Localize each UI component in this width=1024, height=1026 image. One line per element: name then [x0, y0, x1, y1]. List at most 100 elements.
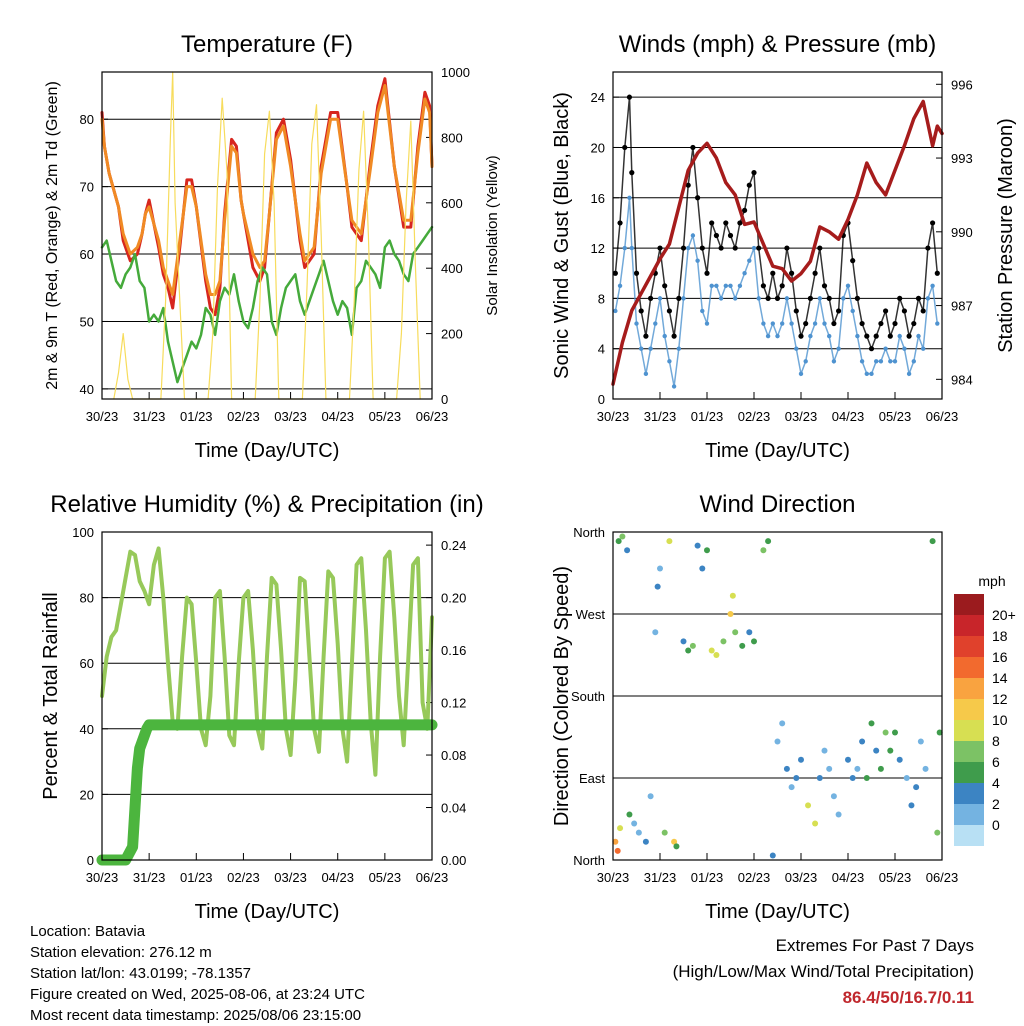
- wind-direction-legend-swatch: [954, 657, 984, 678]
- wind-direction-point: [917, 738, 924, 745]
- humidity-xtick-label: 31/23: [133, 870, 166, 885]
- wind-direction-xlabel: Time (Day/UTC): [705, 901, 850, 923]
- station-info: Location: Batavia Station elevation: 276…: [30, 921, 365, 1026]
- wind-direction-point: [615, 538, 622, 545]
- wind-direction-legend-swatch: [954, 825, 984, 846]
- winds-xtick-label: 03/23: [785, 409, 818, 424]
- winds-ytick-label: 0: [598, 392, 605, 407]
- winds-ytick-label: 4: [598, 342, 605, 357]
- wind-direction-legend-label: 10: [992, 712, 1008, 728]
- wind-direction-xtick-label: 01/23: [691, 870, 724, 885]
- humidity-xtick-label: 05/23: [369, 870, 402, 885]
- wind-direction-legend-label: 8: [992, 733, 1000, 749]
- temperature-ytick-label: 50: [80, 314, 94, 329]
- wind-direction-point: [713, 652, 720, 658]
- wind-direction-point: [685, 647, 692, 654]
- humidity-ytick-right-label: 0.08: [441, 748, 466, 763]
- wind-direction-point: [816, 775, 823, 781]
- wind-direction-point: [699, 565, 706, 572]
- winds-xtick-label: 02/23: [738, 409, 771, 424]
- wind-direction-point: [929, 538, 936, 545]
- wind-direction-point: [624, 547, 631, 554]
- wind-direction-point: [673, 843, 680, 850]
- wind-direction-legend-label: 6: [992, 754, 1000, 770]
- wind-direction-legend-label: 20+: [992, 607, 1016, 623]
- wind-direction-point: [619, 533, 626, 540]
- wind-direction-title: Wind Direction: [699, 491, 855, 518]
- temperature-xtick-label: 06/23: [416, 409, 449, 424]
- wind-direction-point: [849, 775, 856, 781]
- wind-direction-point: [863, 775, 870, 781]
- winds-gust-point: [612, 270, 618, 276]
- winds-gust-point: [934, 270, 940, 276]
- wind-direction-point: [892, 729, 898, 736]
- wind-direction-legend-swatch: [954, 741, 984, 762]
- temperature-ytick-right-label: 400: [441, 261, 463, 276]
- wind-direction-point: [854, 765, 861, 772]
- wind-direction-point: [922, 765, 929, 772]
- temperature-ylabel: 2m & 9m T (Red, Orange) & 2m Td (Green): [44, 81, 61, 390]
- wind-direction-point: [694, 542, 701, 549]
- wind-direction-legend-swatch: [954, 762, 984, 783]
- wind-direction-point: [635, 829, 642, 836]
- winds-wind-point: [935, 321, 940, 326]
- wind-direction-point: [654, 583, 661, 590]
- wind-direction-point: [830, 793, 837, 800]
- humidity-xtick-label: 06/23: [416, 870, 449, 885]
- temperature-xtick-label: 04/23: [321, 409, 354, 424]
- wind-direction-ytick-label: East: [579, 771, 605, 786]
- wind-direction-point: [887, 747, 894, 754]
- winds-ylabel-right: Station Pressure (Maroon): [995, 118, 1017, 353]
- wind-direction-point: [868, 720, 875, 727]
- wind-direction-point: [626, 811, 633, 818]
- winds-pressure-line: [611, 99, 944, 386]
- winds-xtick-label: 06/23: [926, 409, 959, 424]
- wind-direction-point: [805, 802, 812, 809]
- wind-direction-point: [727, 611, 734, 617]
- extremes-title: Extremes For Past 7 Days: [775, 936, 974, 955]
- wind-direction-point: [821, 747, 828, 754]
- temperature-temp_9m-line: [100, 84, 434, 296]
- wind-direction-point: [826, 765, 833, 772]
- temperature-ytick-right-label: 200: [441, 327, 463, 342]
- temperature-xtick-label: 05/23: [369, 409, 402, 424]
- humidity-ylabel: Percent & Total Rainfall: [40, 592, 62, 800]
- wind-direction-legend-label: 0: [992, 817, 1000, 833]
- winds-ytick-right-label: 993: [951, 151, 973, 166]
- wind-direction-point: [729, 592, 736, 599]
- wind-direction-point: [652, 629, 659, 636]
- humidity-ytick-right-label: 0.24: [441, 538, 466, 553]
- wind-direction-point: [936, 729, 943, 736]
- wind-direction-point: [647, 793, 654, 800]
- wind-direction-point: [631, 820, 638, 827]
- wind-direction-point: [769, 852, 776, 859]
- humidity-ytick-right-label: 0.12: [441, 696, 466, 711]
- temperature-ytick-right-label: 800: [441, 130, 463, 145]
- wind-direction-legend-swatch: [954, 804, 984, 825]
- temperature-xlabel: Time (Day/UTC): [195, 440, 340, 462]
- humidity-xtick-label: 03/23: [274, 870, 307, 885]
- winds-ytick-label: 24: [591, 90, 605, 105]
- temperature-ylabel-right: Solar Insolation (Yellow): [484, 155, 501, 315]
- winds-title: Winds (mph) & Pressure (mb): [619, 31, 936, 58]
- wind-direction-point: [689, 642, 696, 649]
- wind-direction-point: [845, 756, 851, 763]
- humidity-ytick-right-label: 0.00: [441, 853, 466, 868]
- wind-direction-point: [774, 738, 781, 745]
- wind-direction-point: [642, 838, 649, 845]
- humidity-ytick-label: 100: [72, 525, 94, 540]
- wind-direction-point: [614, 847, 621, 854]
- humidity-ytick-right-label: 0.04: [441, 801, 466, 816]
- humidity-ytick-label: 80: [80, 591, 94, 606]
- humidity-frame: [101, 531, 433, 861]
- wind-direction-point: [896, 756, 903, 763]
- wind-direction-point: [882, 729, 889, 736]
- temperature-title: Temperature (F): [181, 31, 353, 58]
- temperature-xtick-label: 02/23: [227, 409, 260, 424]
- temperature-ytick-right-label: 1000: [441, 65, 470, 80]
- wind-direction-legend-label: 18: [992, 628, 1008, 644]
- humidity-ytick-label: 0: [87, 853, 94, 868]
- wind-direction-point: [657, 565, 663, 572]
- wind-direction-point: [708, 647, 715, 654]
- wind-direction-point: [617, 825, 624, 832]
